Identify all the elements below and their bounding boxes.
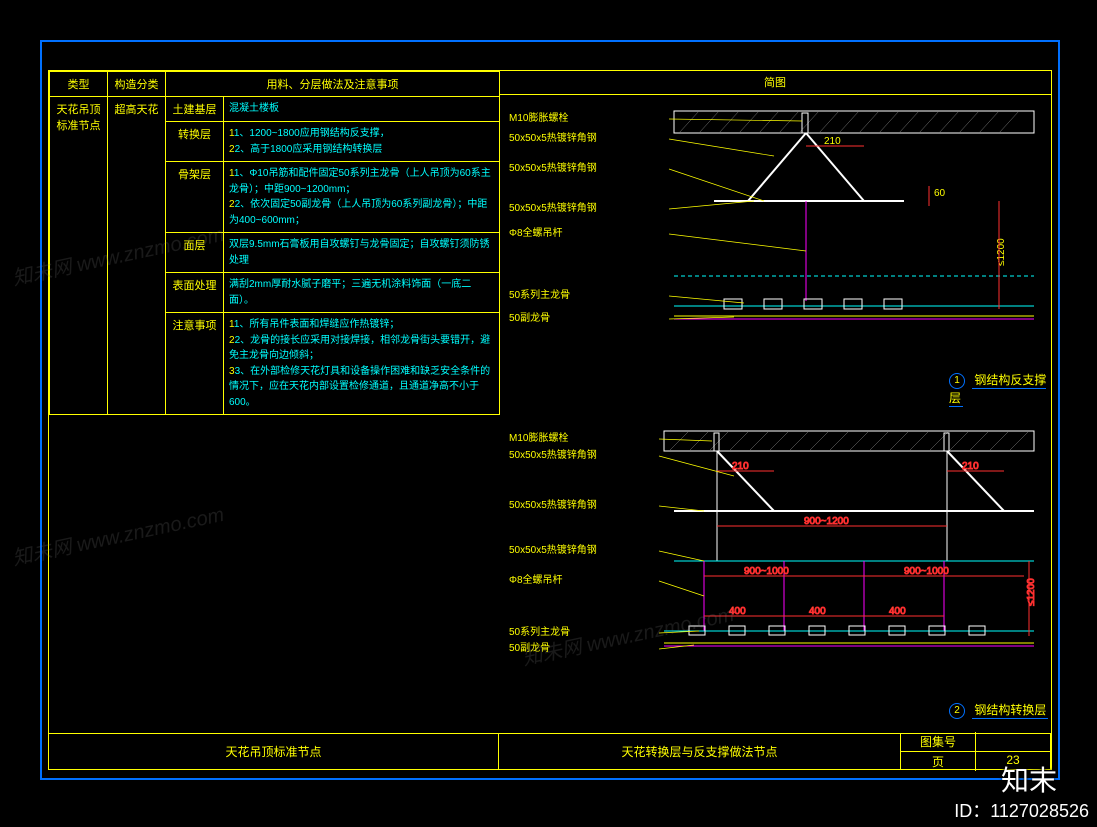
table-row: 天花吊顶标准节点 超高天花 土建基层 混凝土楼板 [50,97,500,122]
page-label: 页 [901,752,975,771]
title-left: 天花吊顶标准节点 [49,734,499,769]
svg-text:≤1200: ≤1200 [1026,578,1037,606]
diagram-2-caption: 2 钢结构转换层 [949,701,1048,719]
hdr-material: 用料、分层做法及注意事项 [166,72,500,97]
cell-layer: 转换层 [166,122,224,162]
brand-logo: 知末 [1001,759,1057,799]
caption-number: 2 [949,703,965,719]
svg-text:50x50x5热镀锌角钢: 50x50x5热镀锌角钢 [509,543,597,556]
caption-text: 钢结构转换层 [972,703,1048,719]
svg-text:50系列主龙骨: 50系列主龙骨 [509,288,570,301]
svg-text:900~1000: 900~1000 [904,566,949,577]
cell-layer: 骨架层 [166,162,224,233]
diagram-1: 210 60 ≤1200 M10膨胀螺栓 50x50x5热镀锌角钢 50x50x… [504,101,1044,371]
cell-desc: 双层9.5mm石膏板用自攻螺钉与龙骨固定；自攻螺钉须防锈处理 [224,233,500,273]
svg-text:50x50x5热镀锌角钢: 50x50x5热镀锌角钢 [509,498,597,511]
title-mid: 天花转换层与反支撑做法节点 [499,734,901,769]
cell-desc: 混凝土楼板 [224,97,500,122]
hdr-category: 构造分类 [108,72,166,97]
cell-desc: 11、1200~1800应用钢结构反支撑， 22、高于1800应采用钢结构转换层 [224,122,500,162]
title-block: 天花吊顶标准节点 天花转换层与反支撑做法节点 图集号 页 23 [49,733,1051,769]
image-id: ID：1127028526 [954,797,1089,823]
svg-text:50x50x5热镀锌角钢: 50x50x5热镀锌角钢 [509,131,597,144]
cell-layer: 注意事项 [166,313,224,415]
svg-text:210: 210 [732,461,749,472]
caption-number: 1 [949,373,965,389]
cell-layer: 土建基层 [166,97,224,122]
cell-layer: 表面处理 [166,273,224,313]
spec-table: 类型 构造分类 用料、分层做法及注意事项 天花吊顶标准节点 超高天花 土建基层 … [49,71,500,415]
diagram-2: 210 210 900~1200 900~1000 900~1000 400 4… [504,421,1044,711]
cell-desc: 满刮2mm厚耐水腻子磨平；三遍无机涂料饰面（一底二面）。 [224,273,500,313]
cell-desc: 11、Φ10吊筋和配件固定50系列主龙骨（上人吊顶为60系主龙骨）；中距900~… [224,162,500,233]
cell-type: 天花吊顶标准节点 [50,97,108,415]
svg-text:210: 210 [962,461,979,472]
svg-text:900~1200: 900~1200 [804,516,849,527]
svg-text:Φ8全螺吊杆: Φ8全螺吊杆 [509,226,563,239]
cell-category: 超高天花 [108,97,166,415]
svg-text:M10膨胀螺栓: M10膨胀螺栓 [509,431,568,444]
svg-text:M10膨胀螺栓: M10膨胀螺栓 [509,111,568,124]
hdr-type: 类型 [50,72,108,97]
diagram-1-caption: 1 钢结构反支撑层 [949,371,1051,406]
set-val [975,732,1050,751]
svg-text:50副龙骨: 50副龙骨 [509,311,550,324]
svg-text:400: 400 [729,606,746,617]
svg-text:60: 60 [934,188,946,199]
cell-layer: 面层 [166,233,224,273]
svg-text:50系列主龙骨: 50系列主龙骨 [509,625,570,638]
svg-text:400: 400 [809,606,826,617]
cell-desc: 11、所有吊件表面和焊缝应作热镀锌； 22、龙骨的接长应采用对接焊接，相邻龙骨街… [224,313,500,415]
drawing-frame: 类型 构造分类 用料、分层做法及注意事项 天花吊顶标准节点 超高天花 土建基层 … [48,70,1052,770]
svg-text:50x50x5热镀锌角钢: 50x50x5热镀锌角钢 [509,448,597,461]
table-header-row: 类型 构造分类 用料、分层做法及注意事项 [50,72,500,97]
svg-text:50x50x5热镀锌角钢: 50x50x5热镀锌角钢 [509,201,597,214]
svg-text:400: 400 [889,606,906,617]
svg-text:50副龙骨: 50副龙骨 [509,641,550,654]
svg-text:Φ8全螺吊杆: Φ8全螺吊杆 [509,573,563,586]
svg-text:210: 210 [824,136,841,147]
set-label: 图集号 [901,732,975,751]
svg-text:≤1200: ≤1200 [996,238,1007,266]
hdr-diagram: 简图 [499,71,1051,95]
svg-text:50x50x5热镀锌角钢: 50x50x5热镀锌角钢 [509,161,597,174]
svg-text:900~1000: 900~1000 [744,566,789,577]
